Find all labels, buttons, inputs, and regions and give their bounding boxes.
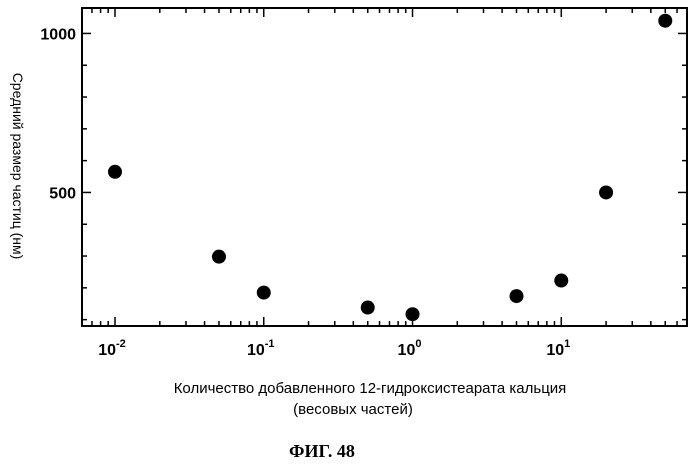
x-tick-label: 10-1 [247, 338, 275, 359]
data-point [212, 250, 226, 264]
data-point [554, 274, 568, 288]
x-tick-base: 10 [398, 342, 416, 359]
data-point [658, 14, 672, 28]
y-tick-label: 1000 [40, 26, 76, 43]
y-axis-label: Средний размер частиц (нм) [10, 73, 26, 260]
x-tick-label: 100 [398, 338, 422, 359]
data-point [599, 185, 613, 199]
x-tick-label: 101 [546, 338, 570, 359]
x-tick-base: 10 [98, 342, 116, 359]
x-axis-label-line2: (весовых частей) [293, 401, 413, 418]
data-point [108, 165, 122, 179]
x-tick-exponent: 1 [564, 338, 570, 350]
data-point [257, 286, 271, 300]
data-points [108, 14, 672, 322]
x-axis-label-line1: Количество добавленного 12-гидроксистеар… [174, 380, 567, 397]
x-tick-exponent: 0 [415, 338, 421, 350]
x-tick-exponent: -1 [265, 338, 275, 350]
plot-frame [82, 8, 687, 326]
y-tick-label: 500 [49, 185, 76, 202]
figure-caption: ФИГ. 48 [289, 441, 355, 461]
data-point [406, 307, 420, 321]
x-tick-exponent: -2 [116, 338, 126, 350]
x-axis-ticks: 10-210-1100101 [82, 8, 687, 359]
data-point [361, 301, 375, 315]
y-axis-ticks: 500 1000 [40, 26, 687, 319]
x-tick-label: 10-2 [98, 338, 126, 359]
data-point [510, 289, 524, 303]
x-tick-base: 10 [247, 342, 265, 359]
x-tick-base: 10 [546, 342, 564, 359]
